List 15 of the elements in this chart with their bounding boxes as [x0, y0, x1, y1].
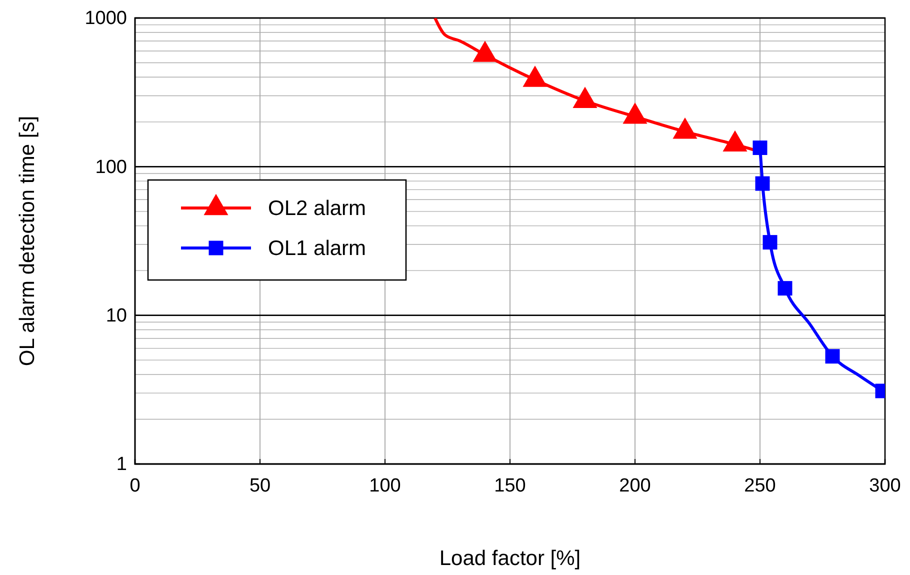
x-tick-label: 200: [619, 475, 651, 496]
y-axis-title: OL alarm detection time [s]: [16, 116, 39, 366]
legend-label: OL1 alarm: [268, 237, 366, 260]
x-tick-label: 300: [869, 475, 901, 496]
y-tick-label: 10: [106, 305, 127, 326]
y-tick-label: 1: [116, 454, 127, 476]
y-tick-label: 100: [95, 156, 127, 178]
x-tick-label: 100: [369, 475, 401, 496]
x-tick-label: 50: [249, 475, 271, 496]
x-tick-label: 150: [494, 475, 526, 496]
y-tick-label: 1000: [84, 8, 127, 30]
x-tick-label: 0: [130, 475, 140, 496]
x-axis-title: Load factor [%]: [439, 547, 581, 570]
legend-label: OL2 alarm: [268, 197, 366, 220]
x-tick-label: 250: [744, 475, 776, 496]
